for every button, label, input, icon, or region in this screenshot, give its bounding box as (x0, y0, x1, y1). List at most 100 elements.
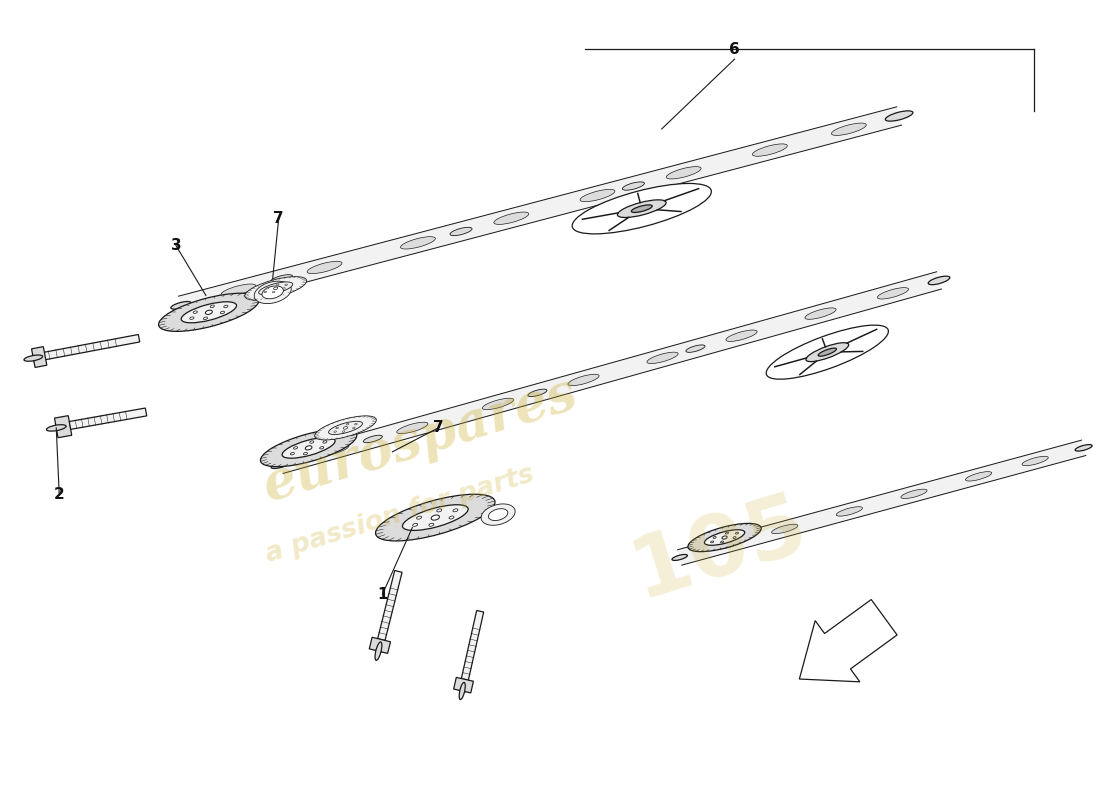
Ellipse shape (1022, 456, 1048, 466)
Ellipse shape (667, 166, 701, 179)
Ellipse shape (459, 682, 465, 699)
Ellipse shape (836, 506, 862, 516)
Polygon shape (32, 346, 47, 367)
Ellipse shape (431, 515, 439, 520)
Ellipse shape (726, 330, 757, 342)
Ellipse shape (453, 509, 458, 512)
Ellipse shape (342, 431, 344, 432)
Ellipse shape (449, 516, 454, 519)
Ellipse shape (307, 262, 342, 274)
Ellipse shape (726, 532, 728, 534)
Ellipse shape (806, 342, 849, 362)
Ellipse shape (354, 423, 358, 425)
Polygon shape (278, 272, 942, 474)
Ellipse shape (647, 352, 678, 363)
Ellipse shape (1075, 445, 1092, 451)
Ellipse shape (245, 277, 307, 300)
Ellipse shape (711, 541, 714, 542)
Ellipse shape (752, 144, 788, 156)
Ellipse shape (261, 429, 356, 466)
Ellipse shape (264, 291, 266, 293)
Ellipse shape (450, 227, 472, 236)
Ellipse shape (805, 308, 836, 319)
Ellipse shape (254, 281, 292, 303)
Ellipse shape (672, 554, 688, 561)
Polygon shape (55, 416, 72, 438)
Ellipse shape (720, 541, 724, 543)
Ellipse shape (258, 282, 293, 295)
Ellipse shape (623, 182, 645, 190)
Ellipse shape (886, 111, 913, 121)
Ellipse shape (688, 523, 761, 552)
Ellipse shape (204, 317, 208, 319)
Ellipse shape (206, 310, 212, 314)
Ellipse shape (572, 183, 712, 234)
Text: 3: 3 (170, 238, 182, 253)
Text: 7: 7 (433, 421, 443, 435)
Ellipse shape (190, 317, 194, 319)
Ellipse shape (494, 212, 529, 225)
Ellipse shape (285, 284, 287, 286)
Ellipse shape (315, 416, 376, 440)
Polygon shape (56, 408, 146, 432)
Text: eurospares: eurospares (256, 368, 584, 512)
Ellipse shape (353, 427, 355, 429)
Ellipse shape (733, 537, 736, 538)
Ellipse shape (306, 446, 312, 450)
Ellipse shape (282, 438, 336, 458)
Ellipse shape (437, 509, 442, 512)
Ellipse shape (318, 444, 349, 456)
Ellipse shape (818, 348, 836, 356)
Ellipse shape (304, 453, 307, 455)
Ellipse shape (928, 276, 950, 285)
Text: 7: 7 (274, 211, 284, 226)
Ellipse shape (713, 537, 716, 538)
Ellipse shape (320, 446, 323, 449)
Ellipse shape (878, 288, 909, 299)
Ellipse shape (363, 435, 383, 442)
Ellipse shape (375, 494, 495, 541)
Ellipse shape (767, 325, 889, 379)
Ellipse shape (333, 431, 337, 433)
Ellipse shape (46, 425, 66, 431)
Polygon shape (33, 334, 140, 362)
Text: 2: 2 (54, 487, 65, 502)
Ellipse shape (336, 427, 339, 429)
Ellipse shape (343, 426, 348, 430)
Ellipse shape (901, 489, 927, 498)
Text: a passion for parts: a passion for parts (263, 462, 538, 568)
Ellipse shape (329, 422, 363, 434)
Ellipse shape (417, 516, 421, 519)
Polygon shape (453, 678, 473, 693)
Ellipse shape (481, 504, 515, 526)
Text: 6: 6 (729, 42, 740, 57)
Polygon shape (375, 570, 403, 652)
Ellipse shape (346, 423, 349, 425)
Ellipse shape (158, 294, 260, 331)
Polygon shape (678, 440, 1086, 565)
Ellipse shape (194, 311, 197, 314)
Ellipse shape (210, 305, 214, 307)
Ellipse shape (375, 642, 382, 660)
Ellipse shape (429, 523, 433, 526)
Ellipse shape (832, 123, 867, 135)
Ellipse shape (771, 524, 797, 534)
Ellipse shape (412, 523, 418, 526)
Ellipse shape (271, 461, 290, 469)
Ellipse shape (276, 284, 279, 286)
Ellipse shape (722, 536, 727, 539)
Ellipse shape (488, 509, 508, 521)
Ellipse shape (704, 530, 745, 546)
Ellipse shape (271, 274, 293, 283)
Ellipse shape (686, 345, 705, 352)
Polygon shape (800, 599, 898, 682)
Ellipse shape (273, 291, 275, 293)
Ellipse shape (715, 539, 741, 549)
Polygon shape (178, 107, 902, 314)
Ellipse shape (397, 422, 428, 434)
Polygon shape (370, 638, 390, 654)
Ellipse shape (274, 287, 278, 290)
Ellipse shape (266, 287, 268, 289)
Ellipse shape (223, 306, 228, 308)
Ellipse shape (400, 237, 436, 249)
